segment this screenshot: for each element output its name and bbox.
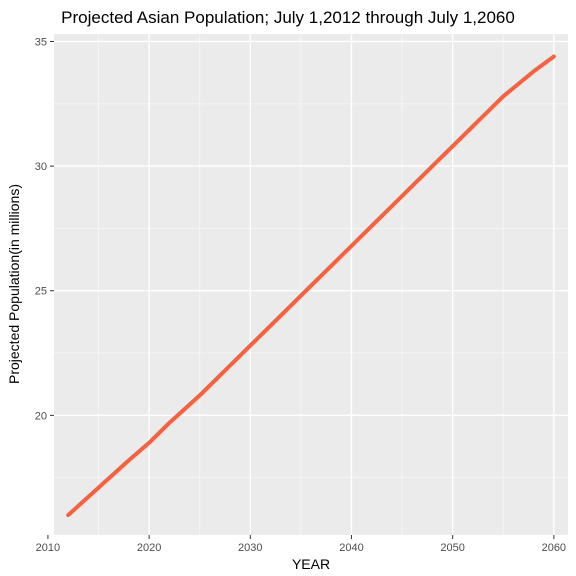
x-axis-ticks: 2010 2020 2030 2040 2050 2060 <box>36 535 566 554</box>
x-tick-label: 2040 <box>339 542 363 554</box>
grid-major <box>47 34 568 535</box>
y-tick-label: 25 <box>35 286 47 298</box>
grid-minor <box>54 34 568 535</box>
series-line <box>66 54 556 518</box>
x-tick-label: 2030 <box>238 542 262 554</box>
y-axis-title: Projected Population(in millions) <box>6 184 22 384</box>
chart-title: Projected Asian Population; July 1,2012 … <box>61 8 515 27</box>
y-tick-label: 30 <box>35 161 47 173</box>
x-tick-label: 2060 <box>542 542 566 554</box>
x-axis-title: YEAR <box>292 556 330 572</box>
x-tick-label: 2010 <box>36 542 60 554</box>
series-layer <box>66 54 556 518</box>
y-axis-ticks: 20 25 30 35 <box>35 36 54 422</box>
x-tick-label: 2050 <box>440 542 464 554</box>
x-tick-label: 2020 <box>137 542 161 554</box>
y-tick-label: 35 <box>35 36 47 48</box>
y-tick-label: 20 <box>35 410 47 422</box>
